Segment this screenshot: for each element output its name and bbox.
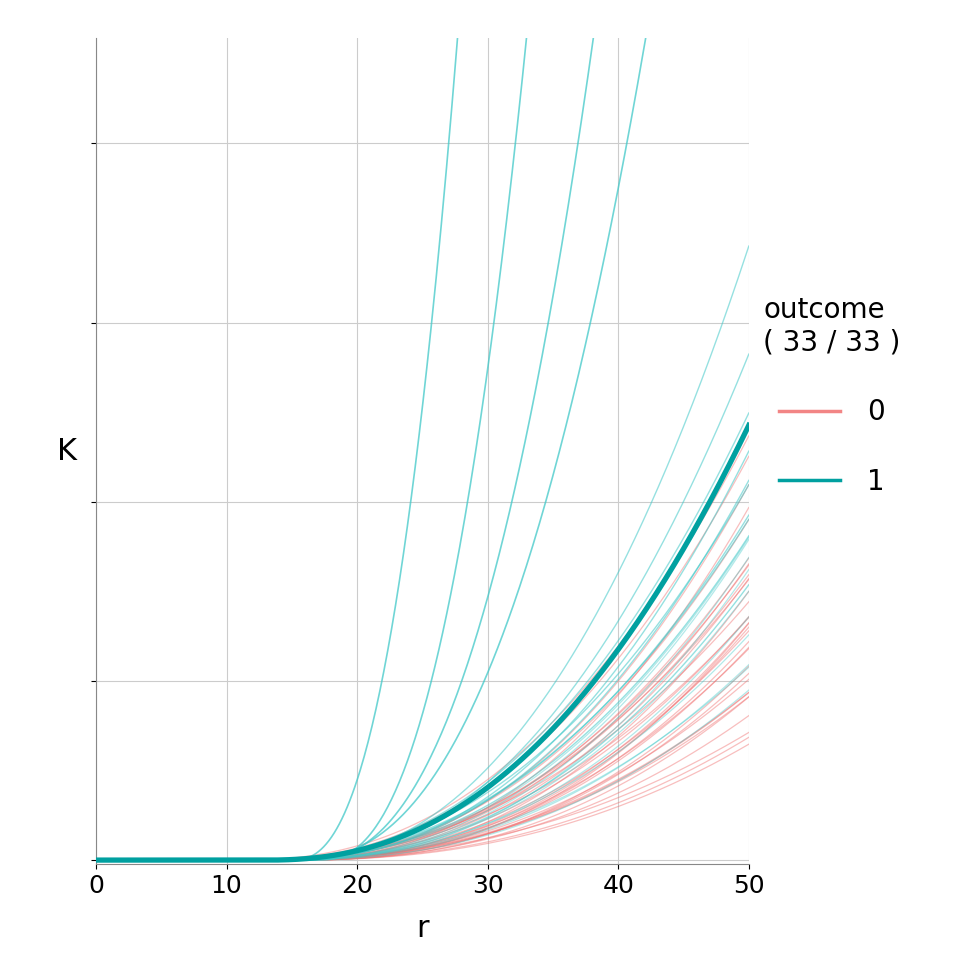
Legend: 0, 1: 0, 1 xyxy=(752,285,912,507)
X-axis label: r: r xyxy=(416,914,429,944)
Y-axis label: K: K xyxy=(57,437,77,466)
